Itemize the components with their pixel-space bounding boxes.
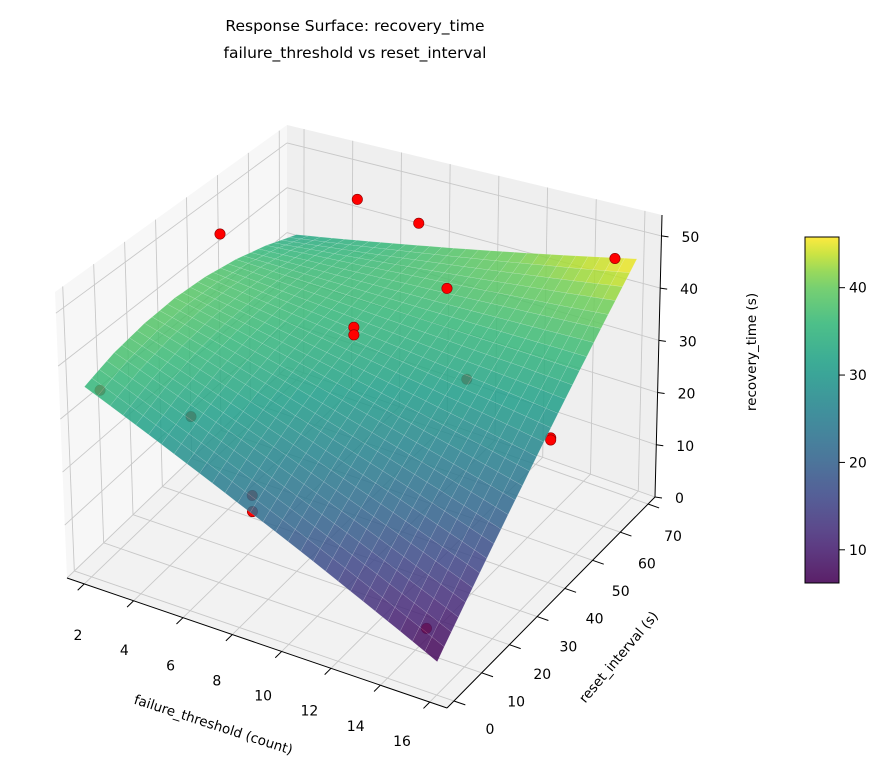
z-tick [657, 392, 665, 395]
x-tick [423, 701, 431, 709]
gridline-y-left [62, 286, 75, 571]
y-tick-label: 70 [664, 529, 682, 545]
surface-patch [424, 636, 445, 663]
gridline-x-back [637, 210, 646, 492]
data-point [214, 228, 226, 240]
x-tick [126, 600, 134, 608]
surface-patch [531, 421, 552, 443]
y-tick-label: 40 [586, 612, 604, 628]
surface-patch [545, 394, 566, 414]
x-tick [77, 583, 85, 591]
x-tick [274, 651, 283, 659]
y-tick-label: 60 [638, 557, 656, 573]
tick-labels: 2 4 6 8 10 12 14 16 0 10 20 30 40 50 60 70 0 10 20 30 40 50 [74, 230, 700, 750]
z-tick-label: 10 [676, 439, 694, 455]
surface-patch [516, 449, 537, 472]
y-tick [509, 644, 521, 650]
y-tick [647, 503, 660, 509]
colorbar-tick-label: 30 [849, 368, 867, 384]
colorbar: 10 20 30 40 [804, 236, 867, 584]
z-tick [660, 287, 668, 290]
x-tick-label: 12 [301, 704, 319, 720]
surface-patch [509, 464, 530, 487]
x-tick-label: 2 [74, 628, 83, 644]
z-tick [656, 444, 664, 447]
colorbar-tick-label: 10 [849, 543, 867, 559]
data-point [545, 434, 557, 446]
surface-patch [552, 380, 573, 400]
surface-patch [581, 325, 602, 343]
gridline-z-left [55, 142, 288, 314]
y-tick-label: 50 [612, 584, 630, 600]
x-tick [176, 617, 184, 625]
response-surface [84, 234, 638, 663]
y-tick [620, 531, 632, 537]
y-tick-label: 10 [507, 694, 525, 710]
x-tick-label: 4 [120, 643, 129, 659]
z-tick-label: 40 [680, 282, 698, 298]
colorbar-tick-label: 20 [849, 455, 867, 471]
data-point [351, 193, 363, 205]
data-point [348, 329, 360, 341]
z-tick [661, 235, 669, 238]
x-axis-line [66, 577, 448, 709]
data-point [441, 282, 453, 294]
z-tick-label: 20 [678, 387, 696, 403]
chart-title-line2: failure_threshold vs reset_interval [224, 44, 487, 63]
y-tick-label: 20 [533, 667, 551, 683]
colorbar-tick-label: 40 [849, 281, 867, 297]
x-tick [324, 667, 332, 676]
z-tick-label: 0 [675, 491, 684, 507]
z-axis-line [654, 214, 663, 498]
y-tick-label: 0 [486, 722, 495, 738]
z-tick [658, 339, 666, 342]
surface-patch [523, 435, 545, 457]
gridline-z-back [286, 142, 662, 237]
surface-patch [566, 352, 588, 372]
y-tick [453, 700, 466, 706]
surface-patch [467, 549, 488, 574]
x-tick [373, 684, 381, 692]
x-tick-label: 16 [393, 734, 411, 750]
data-point [609, 252, 621, 264]
y-tick-label: 30 [560, 639, 578, 655]
x-tick-label: 8 [212, 673, 221, 689]
axis-lines [66, 214, 669, 709]
y-tick [592, 559, 604, 565]
z-tick [654, 496, 663, 499]
data-point [413, 217, 425, 229]
x-tick-label: 14 [347, 719, 365, 735]
gridline-y-floor [103, 542, 482, 674]
chart-title-line1: Response Surface: recovery_time [225, 17, 484, 36]
z-axis-label: recovery_time (s) [744, 293, 760, 411]
z-tick-label: 50 [681, 230, 699, 246]
y-tick [564, 587, 577, 593]
gridline-y-left [93, 264, 105, 543]
surface-patch [495, 492, 516, 515]
x-tick [225, 634, 233, 642]
y-tick [536, 616, 549, 621]
surface-patch [445, 592, 466, 618]
y-tick [481, 672, 494, 678]
x-tick-label: 6 [166, 658, 175, 674]
colorbar-gradient [804, 236, 840, 584]
gridline-y-floor [74, 570, 455, 702]
x-tick-label: 10 [254, 689, 272, 705]
z-tick-label: 30 [679, 334, 697, 350]
surface-patch [574, 339, 595, 357]
gridline-z-left [57, 187, 288, 367]
surface-patch [595, 298, 616, 315]
visible-points [214, 193, 621, 341]
surface-patch [488, 506, 509, 530]
surface-patch [609, 271, 631, 287]
surface-patch [617, 258, 638, 273]
